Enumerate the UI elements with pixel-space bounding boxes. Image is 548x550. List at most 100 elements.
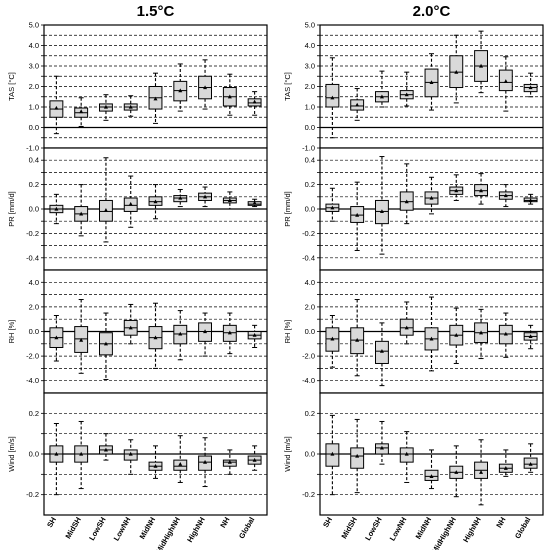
box-MidNH	[424, 53, 439, 111]
y-tick-label: 0.2	[29, 409, 39, 418]
panel-0-2: -4.0 -2.0 0.0 2.0 4.0 RH [%]	[7, 269, 268, 394]
mean-marker	[227, 198, 232, 203]
y-tick-label: 1.0	[29, 103, 39, 112]
box-MidHighNH	[173, 63, 188, 112]
y-tick-label: -0.2	[302, 229, 315, 238]
box-Global	[523, 72, 538, 98]
category-label: SH	[45, 516, 58, 530]
column-title: 1.5°C	[137, 3, 175, 20]
category-label: MidSH	[339, 516, 358, 541]
box-LowSH	[99, 94, 113, 121]
y-tick-label: 2.0	[29, 302, 39, 311]
box-LowSH	[375, 322, 389, 387]
mean-marker	[54, 335, 59, 340]
mean-marker	[404, 325, 409, 330]
mean-marker	[203, 329, 208, 334]
mean-marker	[503, 193, 508, 198]
y-tick-label: 3.0	[29, 62, 39, 71]
y-tick-label: -0.4	[302, 253, 315, 262]
category-label: NH	[218, 516, 231, 530]
box-NH	[222, 449, 237, 475]
mean-marker	[479, 470, 484, 474]
box-Global	[247, 324, 262, 348]
box-Global	[523, 324, 538, 350]
mean-marker	[454, 332, 459, 337]
y-axis-label: TAS [°C]	[7, 72, 16, 101]
box-MidSH	[74, 420, 89, 490]
box-LowNH	[399, 163, 414, 225]
mean-marker	[454, 188, 459, 193]
category-label: MidSH	[63, 516, 82, 541]
box-SH	[49, 75, 64, 135]
mean-marker	[153, 96, 158, 101]
category-label: LowSH	[87, 516, 108, 543]
box-NH	[222, 191, 237, 210]
box-HighNH	[198, 59, 212, 110]
box-MidNH	[148, 302, 163, 369]
mean-marker	[355, 212, 360, 217]
y-tick-label: -2.0	[26, 352, 39, 361]
mean-marker	[79, 109, 84, 114]
panel-1-1: -0.4 -0.2 0.0 0.2 0.4 PR [mm/d]	[283, 147, 544, 271]
mean-marker	[479, 63, 484, 68]
mean-marker	[479, 330, 484, 335]
box-SH	[325, 414, 340, 496]
mean-marker	[330, 205, 335, 210]
box-NH	[222, 73, 237, 116]
mean-marker	[79, 337, 84, 342]
category-label: Global	[513, 516, 532, 541]
box-MidHighNH	[449, 174, 464, 201]
mean-marker	[503, 331, 508, 336]
box-NH	[498, 449, 513, 477]
category-label: NH	[494, 516, 507, 530]
y-tick-label: 2.0	[305, 82, 315, 91]
mean-marker	[227, 330, 232, 335]
y-tick-label: -0.2	[302, 490, 315, 499]
mean-marker	[178, 461, 183, 466]
box-MidHighNH	[449, 34, 464, 104]
mean-marker	[429, 80, 434, 84]
box-HighNH	[474, 30, 488, 94]
mean-marker	[128, 451, 133, 456]
mean-marker	[379, 348, 384, 353]
box-LowSH	[99, 157, 113, 243]
box-Global	[523, 443, 538, 473]
box-LowNH	[123, 95, 138, 117]
mean-marker	[103, 447, 108, 452]
mean-marker	[429, 195, 434, 200]
y-tick-label: 0.4	[305, 156, 315, 165]
category-label: MidNH	[414, 516, 434, 541]
box-SH	[49, 315, 64, 362]
mean-marker	[203, 85, 208, 90]
panel-0-3: -0.2 0.0 0.2 Wind [m/s]	[7, 392, 268, 516]
box-NH	[498, 56, 513, 112]
mean-marker	[178, 88, 183, 93]
panel-0-1: -0.4 -0.2 0.0 0.2 0.4 PR [mm/d]	[7, 147, 268, 271]
y-tick-label: 0.4	[29, 156, 39, 165]
box-Global	[247, 91, 262, 116]
y-tick-label: 0.0	[29, 123, 39, 132]
box-HighNH	[474, 173, 488, 205]
category-label: MidNH	[138, 516, 158, 541]
mean-marker	[128, 201, 133, 206]
y-tick-label: -1.0	[302, 144, 315, 153]
box-HighNH	[198, 312, 212, 357]
mean-marker	[454, 69, 459, 74]
mean-marker	[178, 195, 183, 200]
box-HighNH	[474, 439, 488, 506]
category-label: MidHighNH	[154, 516, 182, 550]
mean-marker	[54, 206, 59, 211]
category-label: Global	[237, 516, 256, 541]
box-MidSH	[74, 184, 89, 237]
mean-marker	[252, 200, 257, 205]
box-LowNH	[399, 431, 414, 483]
mean-marker	[404, 451, 409, 456]
category-label: LowNH	[388, 516, 409, 543]
mean-marker	[54, 105, 59, 110]
mean-marker	[103, 341, 108, 346]
y-tick-label: 2.0	[305, 302, 315, 311]
box-LowSH	[99, 312, 113, 380]
iqr-box	[350, 447, 365, 469]
box-MidNH	[148, 72, 163, 124]
